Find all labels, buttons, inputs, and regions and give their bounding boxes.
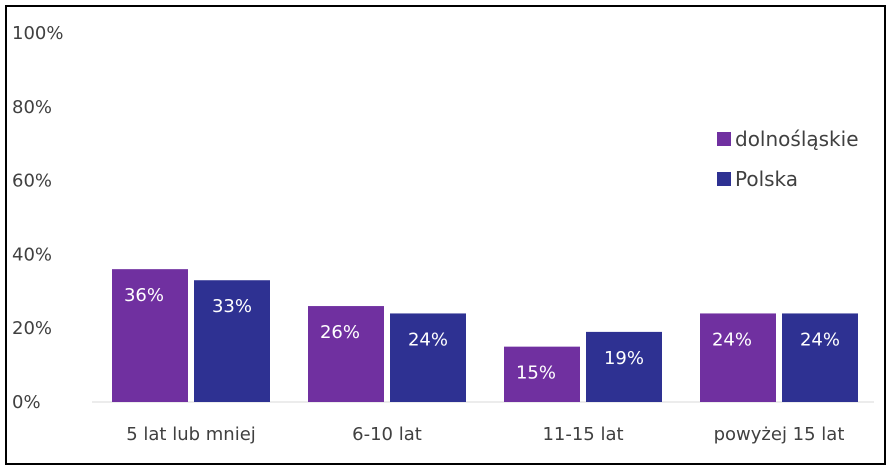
data-label: 19%	[604, 348, 644, 369]
bar-polska	[194, 280, 270, 402]
y-tick-label: 80%	[12, 97, 52, 118]
y-tick-label: 100%	[12, 23, 63, 44]
y-tick-label: 60%	[12, 171, 52, 192]
x-tick-label: 6-10 lat	[352, 424, 422, 445]
x-tick-label: powyżej 15 lat	[714, 424, 845, 445]
x-axis: 5 lat lub mniej 6-10 lat 11-15 lat powyżej …	[126, 424, 844, 445]
bar-polska	[586, 331, 662, 402]
x-tick-label: 5 lat lub mniej	[126, 424, 256, 445]
legend-swatch	[717, 172, 731, 186]
bar-dolnoslaskie	[112, 269, 188, 402]
bars-group: 36% 33% 26% 24% 15% 19% 24% 24%	[112, 269, 858, 402]
data-label: 24%	[408, 329, 448, 350]
legend-swatch	[717, 132, 731, 146]
legend-label: Polska	[735, 167, 798, 191]
bar-dolnoslaskie	[504, 346, 580, 402]
data-label: 15%	[516, 363, 556, 384]
x-tick-label: 11-15 lat	[542, 424, 623, 445]
data-label: 26%	[320, 322, 360, 343]
data-label: 24%	[712, 329, 752, 350]
data-label: 36%	[124, 285, 164, 306]
legend: dolnośląskie Polska	[717, 127, 859, 191]
legend-label: dolnośląskie	[735, 127, 859, 151]
y-tick-label: 20%	[12, 318, 52, 339]
bar-polska	[782, 313, 858, 402]
bar-dolnoslaskie	[308, 306, 384, 402]
data-label: 24%	[800, 329, 840, 350]
bar-dolnoslaskie	[700, 313, 776, 402]
y-tick-label: 40%	[12, 244, 52, 265]
bar-polska	[390, 313, 466, 402]
y-axis: 0% 20% 40% 60% 80% 100%	[12, 23, 63, 413]
data-label: 33%	[212, 296, 252, 317]
y-tick-label: 0%	[12, 392, 41, 413]
